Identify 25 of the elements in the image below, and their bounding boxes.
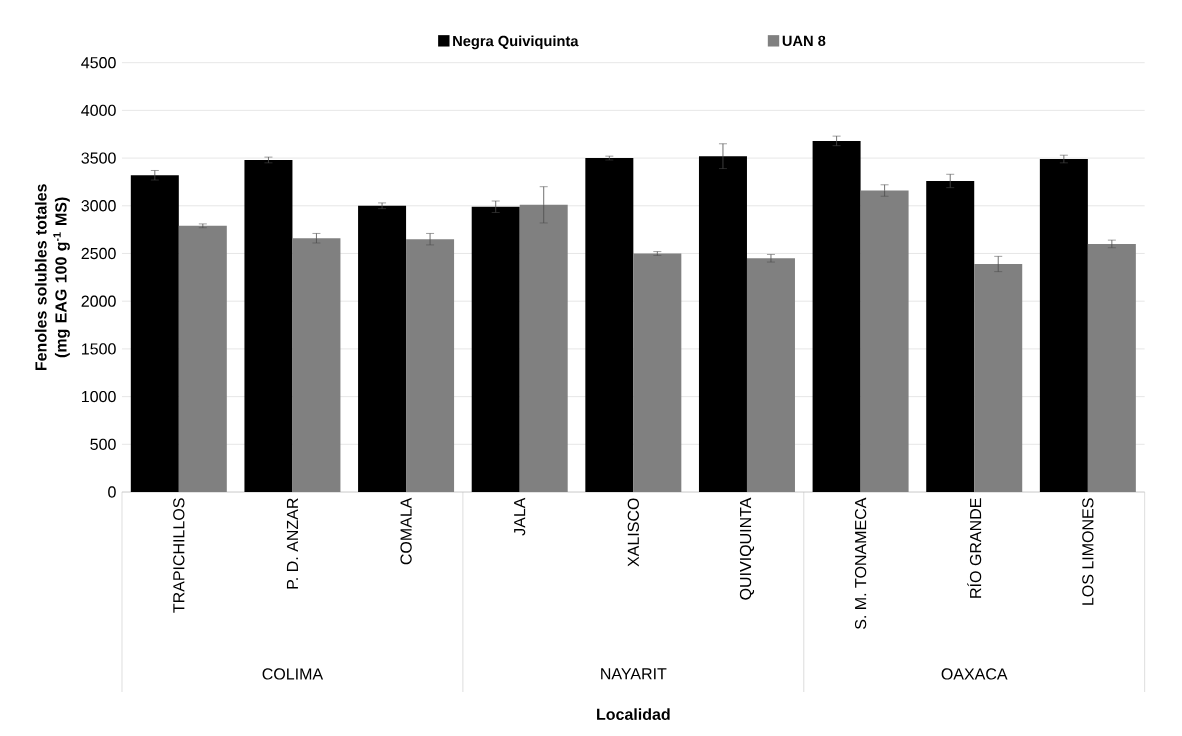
legend-label: Negra Quiviquinta (453, 35, 579, 50)
x-tick-label: RÍO GRANDE (967, 498, 982, 598)
y-tick-label: 0 (108, 486, 116, 498)
x-tick-label: XALISCO (627, 498, 639, 567)
text: COLIMA (262, 668, 324, 680)
y-tick-label: 3500 (81, 152, 116, 164)
y-tick-label: 2000 (81, 295, 116, 307)
y-tick-label: 1500 (82, 343, 116, 355)
x-tick-label: S. M. TONAMECA (854, 497, 867, 630)
y-tick-label: 4500 (81, 57, 116, 69)
x-tick-label: COMALA (400, 497, 412, 565)
y-tick-label: 3000 (81, 200, 116, 212)
y-tick-label: 4000 (81, 104, 116, 117)
legend-label: UAN 8 (782, 35, 826, 47)
x-tick-label: QUIVIQUINTA (739, 497, 755, 600)
x-tick-label: JALA (514, 497, 526, 536)
text: NAYARIT (601, 668, 667, 680)
x-tick-label: LOS LIMONES (1082, 498, 1094, 605)
text: OAXACA (941, 668, 1008, 680)
x-axis-title: Localidad (597, 708, 670, 721)
y-tick-label: 2500 (81, 247, 116, 260)
y-tick-label: 500 (90, 438, 116, 450)
y-tick-label: 1000 (82, 390, 116, 403)
x-tick-label: TRAPICHILLOS (173, 498, 185, 613)
x-tick-label: P. D. ANZAR (286, 498, 298, 589)
